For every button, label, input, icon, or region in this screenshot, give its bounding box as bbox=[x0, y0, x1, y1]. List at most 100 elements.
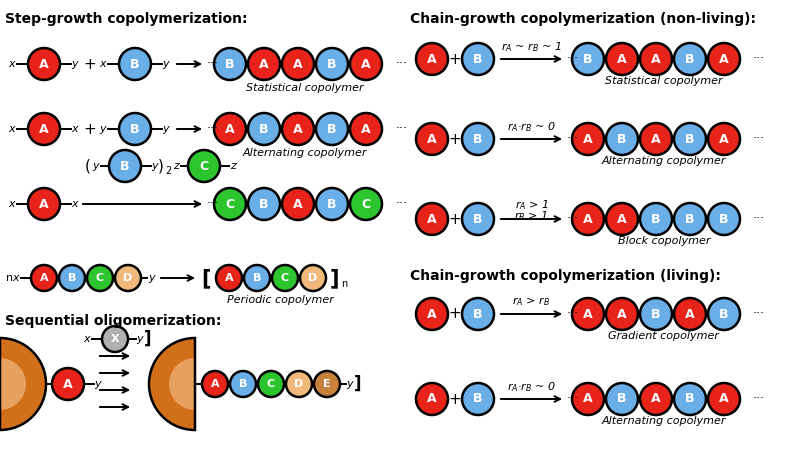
Circle shape bbox=[461, 43, 493, 75]
Circle shape bbox=[673, 43, 705, 75]
Text: ···: ··· bbox=[752, 392, 764, 405]
Text: A: A bbox=[39, 273, 48, 283]
Circle shape bbox=[28, 113, 60, 145]
Circle shape bbox=[188, 150, 220, 182]
Text: A: A bbox=[39, 198, 49, 210]
Circle shape bbox=[415, 298, 448, 330]
Text: ···: ··· bbox=[566, 308, 578, 320]
Text: A: A bbox=[617, 53, 626, 65]
Circle shape bbox=[673, 298, 705, 330]
Text: z: z bbox=[230, 161, 236, 171]
Text: +: + bbox=[448, 131, 461, 146]
Text: A: A bbox=[582, 392, 592, 405]
Circle shape bbox=[639, 383, 671, 415]
Text: B: B bbox=[259, 198, 269, 210]
Text: X: X bbox=[111, 334, 119, 344]
Text: Step-growth copolymerization:: Step-growth copolymerization: bbox=[5, 12, 247, 26]
Text: ···: ··· bbox=[566, 212, 578, 226]
Circle shape bbox=[350, 113, 382, 145]
Circle shape bbox=[119, 48, 151, 80]
Text: A: A bbox=[293, 122, 302, 136]
Circle shape bbox=[257, 371, 284, 397]
Text: y: y bbox=[99, 124, 106, 134]
Text: B: B bbox=[327, 57, 336, 71]
Circle shape bbox=[272, 265, 298, 291]
Text: [: [ bbox=[201, 268, 210, 288]
Circle shape bbox=[571, 203, 603, 235]
Text: ···: ··· bbox=[395, 122, 407, 136]
Text: B: B bbox=[472, 308, 482, 320]
Wedge shape bbox=[149, 338, 195, 430]
Circle shape bbox=[415, 123, 448, 155]
Text: Alternating copolymer: Alternating copolymer bbox=[601, 156, 725, 166]
Text: ···: ··· bbox=[395, 198, 407, 210]
Circle shape bbox=[707, 383, 739, 415]
Circle shape bbox=[571, 43, 603, 75]
Circle shape bbox=[52, 368, 84, 400]
Text: ···: ··· bbox=[566, 133, 578, 146]
Text: z: z bbox=[173, 161, 179, 171]
Text: y: y bbox=[71, 59, 79, 69]
Text: E: E bbox=[322, 379, 330, 389]
Text: y: y bbox=[136, 334, 143, 344]
Text: A: A bbox=[582, 308, 592, 320]
Text: B: B bbox=[253, 273, 261, 283]
Circle shape bbox=[606, 123, 638, 155]
Text: A: A bbox=[293, 198, 302, 210]
Text: A: A bbox=[39, 57, 49, 71]
Circle shape bbox=[571, 298, 603, 330]
Text: B: B bbox=[130, 122, 140, 136]
Text: $r_A$ > $r_B$: $r_A$ > $r_B$ bbox=[512, 296, 550, 309]
Circle shape bbox=[31, 265, 57, 291]
Text: ···: ··· bbox=[752, 308, 764, 320]
Wedge shape bbox=[169, 359, 195, 410]
Circle shape bbox=[282, 188, 314, 220]
Text: A: A bbox=[427, 53, 436, 65]
Text: Sequential oligomerization:: Sequential oligomerization: bbox=[5, 314, 221, 328]
Circle shape bbox=[119, 113, 151, 145]
Text: C: C bbox=[225, 198, 234, 210]
Text: B: B bbox=[650, 308, 660, 320]
Circle shape bbox=[286, 371, 312, 397]
Text: A: A bbox=[650, 392, 660, 405]
Text: y: y bbox=[92, 161, 99, 171]
Text: B: B bbox=[582, 53, 592, 65]
Circle shape bbox=[571, 123, 603, 155]
Text: Periodic copolymer: Periodic copolymer bbox=[226, 295, 333, 305]
Text: +: + bbox=[83, 56, 96, 72]
Circle shape bbox=[571, 383, 603, 415]
Text: $r_A$·$r_B$ ~ 0: $r_A$·$r_B$ ~ 0 bbox=[506, 380, 555, 394]
Text: A: A bbox=[427, 308, 436, 320]
Text: ]: ] bbox=[354, 375, 361, 393]
Text: ···: ··· bbox=[207, 122, 219, 136]
Text: y: y bbox=[346, 379, 353, 389]
Text: B: B bbox=[719, 308, 728, 320]
Circle shape bbox=[350, 48, 382, 80]
Text: B: B bbox=[472, 53, 482, 65]
Text: $r_A$ > 1: $r_A$ > 1 bbox=[514, 198, 548, 212]
Text: Alternating copolymer: Alternating copolymer bbox=[242, 148, 367, 158]
Circle shape bbox=[707, 298, 739, 330]
Text: +: + bbox=[83, 121, 96, 137]
Text: B: B bbox=[617, 392, 626, 405]
Circle shape bbox=[461, 123, 493, 155]
Text: A: A bbox=[684, 308, 694, 320]
Text: ···: ··· bbox=[395, 57, 407, 71]
Text: ···: ··· bbox=[566, 392, 578, 405]
Text: A: A bbox=[259, 57, 269, 71]
Circle shape bbox=[248, 188, 280, 220]
Circle shape bbox=[216, 265, 241, 291]
Circle shape bbox=[415, 383, 448, 415]
Text: x: x bbox=[9, 59, 15, 69]
Text: Chain-growth copolymerization (non-living):: Chain-growth copolymerization (non-livin… bbox=[410, 12, 755, 26]
Circle shape bbox=[707, 203, 739, 235]
Circle shape bbox=[707, 43, 739, 75]
Text: B: B bbox=[684, 392, 694, 405]
Text: B: B bbox=[327, 198, 336, 210]
Circle shape bbox=[606, 298, 638, 330]
Text: B: B bbox=[650, 212, 660, 226]
Text: B: B bbox=[472, 392, 482, 405]
Text: B: B bbox=[130, 57, 140, 71]
Text: +: + bbox=[448, 392, 461, 407]
Circle shape bbox=[314, 371, 339, 397]
